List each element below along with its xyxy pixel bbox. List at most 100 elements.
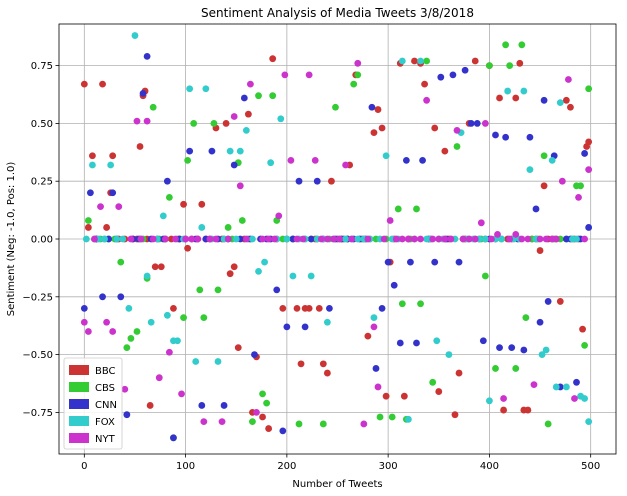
- data-point: [370, 314, 378, 322]
- data-point: [538, 351, 546, 358]
- data-point: [283, 323, 291, 331]
- data-point: [307, 272, 315, 280]
- y-tick-label: 0.00: [31, 235, 53, 246]
- data-point: [419, 156, 426, 164]
- data-point: [80, 80, 88, 88]
- data-point: [97, 203, 104, 211]
- data-point: [263, 399, 271, 407]
- data-point: [147, 318, 155, 326]
- data-point: [585, 418, 593, 426]
- data-point: [585, 166, 593, 174]
- data-point: [184, 156, 192, 164]
- legend-label: FOX: [95, 417, 115, 428]
- data-point: [163, 177, 171, 185]
- data-point: [398, 300, 406, 308]
- data-point: [319, 360, 327, 368]
- data-point: [518, 41, 526, 49]
- data-point: [504, 87, 512, 95]
- chart-title: Sentiment Analysis of Media Tweets 3/8/2…: [201, 6, 474, 20]
- data-point: [479, 337, 487, 345]
- data-point: [277, 115, 285, 123]
- legend-item-fox: FOX: [69, 416, 115, 428]
- data-point: [441, 147, 449, 155]
- legend-swatch: [69, 382, 89, 392]
- data-point: [429, 235, 437, 243]
- legend-box: [63, 357, 123, 450]
- data-point: [512, 94, 520, 102]
- data-point: [279, 304, 287, 312]
- data-point: [354, 235, 362, 243]
- data-point: [224, 235, 232, 243]
- data-point: [238, 217, 246, 224]
- data-point: [299, 235, 307, 243]
- data-point: [186, 85, 194, 93]
- data-point: [520, 87, 528, 95]
- data-point: [411, 235, 418, 243]
- data-point: [305, 71, 313, 79]
- legend-swatch: [69, 416, 89, 426]
- x-tick-label: 0: [81, 461, 87, 472]
- data-point: [392, 235, 400, 243]
- data-point: [354, 59, 362, 67]
- data-point: [208, 147, 216, 155]
- data-point: [520, 346, 528, 354]
- data-point: [192, 358, 200, 365]
- data-point: [486, 397, 493, 405]
- data-point: [471, 57, 479, 65]
- data-point: [123, 344, 131, 352]
- data-point: [544, 420, 552, 428]
- data-point: [567, 103, 574, 111]
- data-point: [234, 344, 242, 352]
- x-tick-label: 500: [581, 461, 600, 472]
- data-point: [350, 80, 358, 88]
- data-point: [91, 235, 98, 243]
- data-point: [540, 182, 548, 190]
- data-point: [206, 235, 214, 243]
- legend-label: NYT: [95, 434, 116, 445]
- data-point: [143, 52, 151, 60]
- y-axis-ticks: −0.75 −0.50 −0.25 0.00 0.25 0.50 0.75: [22, 61, 59, 419]
- data-point: [459, 235, 467, 243]
- data-point: [269, 92, 277, 100]
- data-point: [421, 80, 428, 88]
- y-tick-label: 0.25: [31, 177, 53, 188]
- data-point: [103, 318, 110, 326]
- data-point: [119, 235, 127, 243]
- legend-item-cbs: CBS: [69, 382, 115, 394]
- data-point: [388, 413, 396, 421]
- data-point: [453, 126, 461, 134]
- data-point: [163, 311, 171, 319]
- x-axis-label: Number of Tweets: [292, 479, 382, 490]
- data-point: [255, 92, 262, 100]
- data-point: [526, 166, 534, 174]
- data-point: [230, 263, 238, 271]
- data-point: [84, 224, 92, 231]
- data-point: [494, 230, 501, 238]
- data-point: [532, 205, 540, 213]
- data-point: [230, 113, 238, 120]
- data-point: [269, 55, 277, 63]
- data-point: [384, 258, 392, 266]
- data-point: [402, 156, 410, 164]
- data-point: [562, 383, 570, 391]
- data-point: [226, 147, 234, 155]
- data-point: [242, 235, 250, 243]
- data-point: [188, 235, 196, 243]
- data-point: [273, 286, 281, 294]
- data-point: [455, 369, 463, 377]
- data-point: [524, 406, 532, 414]
- data-point: [506, 235, 514, 243]
- data-point: [295, 420, 303, 428]
- data-point: [244, 110, 252, 118]
- data-point: [196, 286, 204, 294]
- data-point: [518, 235, 526, 243]
- data-point: [186, 147, 194, 155]
- data-point: [461, 66, 469, 74]
- y-tick-label: −0.75: [22, 408, 53, 419]
- data-point: [161, 235, 169, 243]
- x-tick-label: 400: [480, 461, 499, 472]
- data-point: [293, 235, 301, 243]
- data-point: [220, 402, 228, 409]
- data-point: [99, 293, 106, 301]
- data-point: [378, 304, 386, 312]
